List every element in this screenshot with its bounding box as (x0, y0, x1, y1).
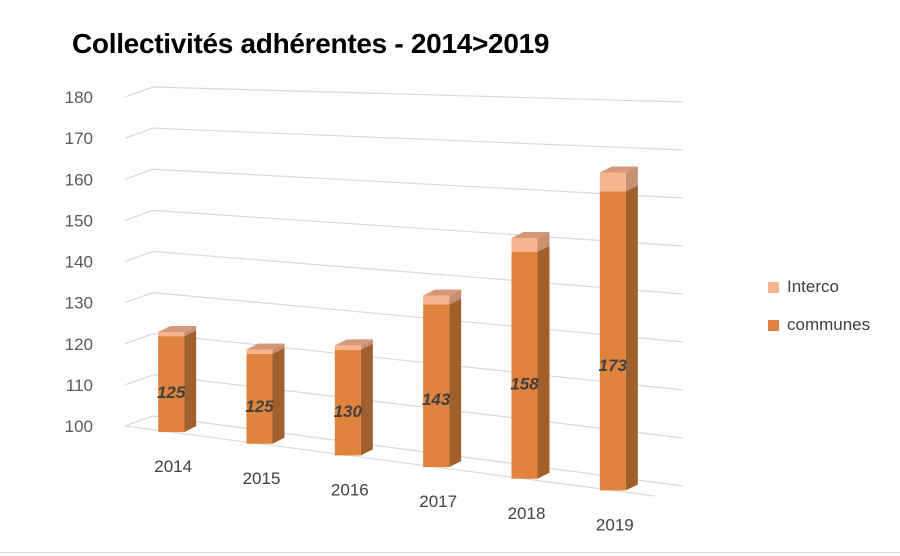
bar-interco-2019 (599, 172, 626, 192)
bar-top-2016 (334, 339, 373, 346)
bar-communes-2019 (599, 191, 626, 491)
bar-top-2015 (246, 343, 285, 350)
x-axis-line (124, 425, 656, 497)
gridline-depth-2 (124, 333, 154, 345)
legend-label-interco: Interco (787, 277, 839, 296)
bar-communes-side-2015 (272, 347, 285, 444)
bar-communes-side-2019 (625, 185, 638, 491)
bar-communes-2017 (423, 304, 450, 468)
bar-interco-2018 (511, 237, 538, 252)
legend: Interco communes (768, 276, 870, 352)
chart-title: Collectivités adhérentes - 2014>2019 (72, 28, 550, 59)
data-label-2016: 130 (334, 402, 363, 421)
gridline-5 (152, 209, 684, 247)
y-tick-label-4: 140 (65, 253, 93, 272)
bar-top-2017 (423, 289, 462, 296)
bar-communes-2014 (158, 336, 185, 433)
bottom-divider (0, 552, 900, 553)
bar-communes-side-2018 (537, 245, 550, 479)
gridline-3 (152, 292, 684, 343)
data-label-2017: 143 (422, 390, 451, 409)
gridline-depth-0 (124, 415, 154, 427)
gridline-depth-6 (124, 168, 154, 180)
bar-top-2019 (599, 166, 638, 173)
bar-interco-2014 (158, 331, 185, 337)
gridline-depth-7 (124, 127, 154, 139)
legend-item-communes: communes (768, 314, 870, 336)
gridline-1 (152, 374, 684, 439)
data-label-2014: 125 (157, 383, 186, 402)
gridline-depth-4 (124, 250, 154, 263)
gridline-8 (152, 86, 684, 103)
gridline-7 (152, 127, 684, 151)
bar-communes-2015 (246, 353, 273, 444)
y-tick-label-5: 150 (65, 211, 93, 230)
x-tick-label-2016: 2016 (331, 480, 369, 499)
bar-interco-side-2015 (272, 343, 285, 354)
data-label-2018: 158 (510, 374, 539, 393)
y-tick-label-1: 110 (66, 376, 93, 395)
y-tick-label-3: 130 (65, 294, 93, 313)
bar-communes-side-2017 (449, 298, 462, 468)
data-label-2019: 173 (599, 356, 628, 375)
gridline-depth-3 (124, 292, 154, 304)
x-tick-label-2015: 2015 (243, 469, 281, 488)
y-tick-label-0: 100 (65, 417, 93, 436)
gridline-depth-8 (124, 86, 154, 98)
gridline-depth-1 (124, 374, 154, 386)
y-tick-label-7: 170 (65, 129, 93, 148)
legend-swatch-interco (768, 281, 779, 293)
x-tick-label-2018: 2018 (508, 504, 546, 523)
bar-interco-2015 (246, 349, 273, 354)
bar-top-2014 (158, 325, 197, 332)
legend-item-interco: Interco (768, 276, 870, 298)
x-tick-label-2017: 2017 (419, 492, 457, 511)
gridline-2 (152, 333, 684, 391)
bar-interco-2017 (423, 295, 450, 305)
legend-label-communes: communes (787, 315, 871, 334)
gridline-depth-5 (124, 209, 154, 221)
gridline-4 (152, 250, 684, 295)
gridline-6 (152, 168, 684, 199)
y-tick-label-6: 160 (65, 170, 93, 189)
bar-interco-2016 (334, 345, 361, 350)
bar-communes-2016 (334, 349, 361, 456)
y-tick-label-2: 120 (65, 335, 93, 354)
bar-interco-side-2016 (360, 339, 373, 350)
bar-interco-side-2014 (184, 325, 197, 337)
bar-top-2018 (511, 231, 550, 238)
legend-swatch-communes (768, 319, 779, 331)
data-label-2015: 125 (245, 397, 274, 416)
x-tick-label-2019: 2019 (596, 515, 634, 534)
bar-interco-side-2019 (625, 166, 638, 192)
bar-interco-side-2017 (449, 289, 462, 305)
bar-communes-side-2014 (184, 330, 197, 433)
y-tick-label-8: 180 (65, 88, 93, 107)
bar-interco-side-2018 (537, 231, 550, 252)
gridline-0 (152, 415, 684, 487)
bar-communes-side-2016 (360, 343, 373, 456)
x-tick-label-2014: 2014 (154, 457, 192, 476)
bar-communes-2018 (511, 251, 538, 479)
